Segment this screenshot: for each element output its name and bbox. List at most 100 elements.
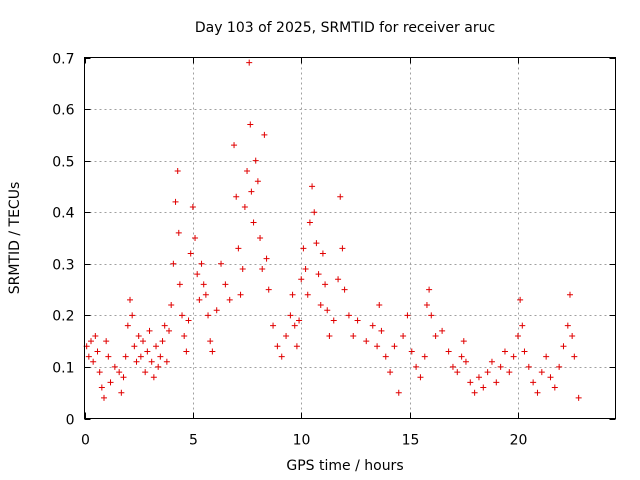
data-point bbox=[293, 343, 300, 350]
data-point bbox=[400, 332, 407, 339]
data-point bbox=[428, 312, 435, 319]
data-point bbox=[175, 229, 182, 236]
data-point bbox=[200, 281, 207, 288]
data-point bbox=[345, 312, 352, 319]
data-point bbox=[493, 379, 500, 386]
data-point bbox=[514, 332, 521, 339]
data-point bbox=[250, 219, 257, 226]
data-point bbox=[287, 312, 294, 319]
data-point bbox=[129, 312, 136, 319]
data-point bbox=[423, 302, 430, 309]
data-point bbox=[519, 322, 526, 329]
data-point bbox=[426, 286, 433, 293]
data-point bbox=[484, 369, 491, 376]
x-tick-label: 0 bbox=[81, 433, 90, 449]
data-point bbox=[88, 338, 95, 345]
data-point bbox=[306, 219, 313, 226]
data-point bbox=[413, 363, 420, 370]
data-point bbox=[560, 343, 567, 350]
data-point bbox=[168, 302, 175, 309]
data-point bbox=[462, 358, 469, 365]
data-point bbox=[148, 358, 155, 365]
data-point bbox=[471, 389, 478, 396]
data-point bbox=[543, 353, 550, 360]
data-point bbox=[140, 338, 147, 345]
data-point bbox=[122, 353, 129, 360]
y-tick-label: 0.3 bbox=[52, 258, 74, 274]
data-point bbox=[534, 389, 541, 396]
data-point bbox=[247, 121, 254, 128]
data-point bbox=[521, 348, 528, 355]
data-point bbox=[124, 322, 131, 329]
data-point bbox=[92, 332, 99, 339]
y-tick-label: 0 bbox=[66, 413, 75, 429]
data-point bbox=[116, 369, 123, 376]
data-point bbox=[241, 204, 248, 211]
data-point bbox=[192, 235, 199, 241]
data-point bbox=[556, 363, 563, 370]
data-point bbox=[391, 343, 398, 350]
data-point bbox=[421, 353, 428, 360]
data-point bbox=[209, 348, 216, 355]
data-point bbox=[480, 384, 487, 391]
data-point bbox=[376, 302, 383, 309]
data-point bbox=[408, 348, 415, 355]
data-point bbox=[319, 250, 326, 257]
data-point bbox=[96, 369, 103, 376]
data-point bbox=[569, 332, 576, 339]
data-point bbox=[404, 312, 411, 319]
data-point bbox=[263, 255, 270, 262]
data-point bbox=[317, 302, 324, 309]
data-point bbox=[163, 358, 170, 365]
data-point bbox=[488, 358, 495, 365]
data-point bbox=[248, 188, 255, 195]
data-point bbox=[291, 322, 298, 329]
data-point bbox=[105, 353, 112, 360]
data-point bbox=[254, 178, 261, 185]
data-point bbox=[300, 245, 307, 252]
data-point bbox=[497, 363, 504, 370]
data-point bbox=[207, 338, 214, 345]
data-point bbox=[187, 250, 194, 257]
data-point bbox=[458, 353, 465, 360]
data-point bbox=[374, 343, 381, 350]
data-point bbox=[157, 353, 164, 360]
data-point bbox=[530, 379, 537, 386]
grid-lines bbox=[84, 57, 616, 419]
data-point bbox=[547, 374, 554, 381]
data-point bbox=[432, 332, 439, 339]
data-point bbox=[517, 296, 524, 303]
data-point bbox=[460, 338, 467, 345]
data-point bbox=[363, 338, 370, 345]
data-point bbox=[172, 198, 179, 205]
data-point bbox=[501, 348, 508, 355]
y-tick-label: 0.6 bbox=[52, 103, 74, 119]
data-point bbox=[439, 327, 446, 334]
data-point bbox=[231, 142, 238, 149]
data-point bbox=[120, 374, 127, 381]
data-point bbox=[135, 332, 142, 339]
data-point bbox=[339, 245, 346, 252]
data-point bbox=[153, 343, 160, 350]
data-point bbox=[322, 281, 329, 288]
data-point bbox=[196, 296, 203, 303]
data-point bbox=[449, 363, 456, 370]
data-point bbox=[218, 260, 225, 267]
y-tick-label: 0.1 bbox=[52, 361, 74, 377]
data-point bbox=[330, 317, 337, 324]
data-point bbox=[94, 348, 101, 355]
axis-ticks: 0 0.1 0.2 0.3 0.4 0.5 0.6 0.7 0 5 10 15 20 bbox=[52, 52, 616, 449]
data-point bbox=[467, 379, 474, 386]
data-point bbox=[350, 332, 357, 339]
data-point bbox=[118, 389, 125, 396]
y-tick-label: 0.5 bbox=[52, 155, 74, 171]
data-point bbox=[387, 369, 394, 376]
data-point bbox=[166, 327, 173, 334]
data-point bbox=[313, 240, 320, 247]
data-point bbox=[198, 260, 205, 267]
data-point bbox=[222, 281, 229, 288]
plot-frame bbox=[84, 57, 616, 419]
data-point bbox=[111, 363, 118, 370]
data-point bbox=[213, 307, 220, 314]
data-point bbox=[302, 265, 309, 272]
